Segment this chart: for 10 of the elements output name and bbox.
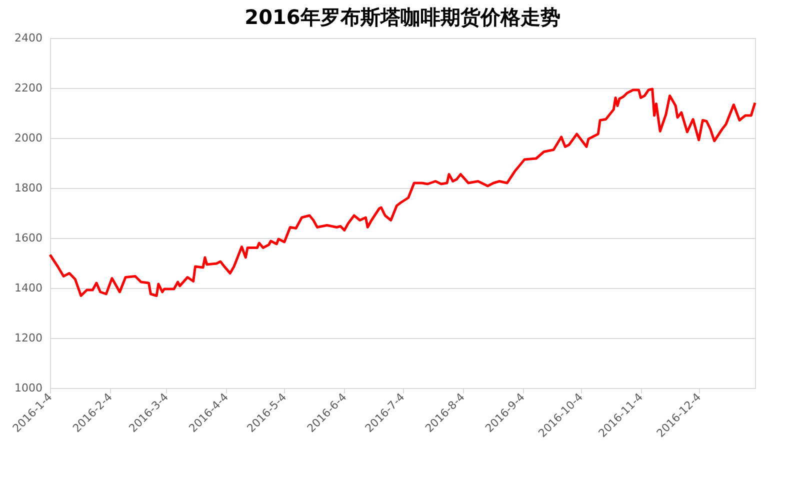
y-tick-label: 1400 (14, 282, 42, 294)
y-tick-label: 1600 (14, 232, 42, 244)
chart-title: 2016年罗布斯塔咖啡期货价格走势 (244, 5, 560, 29)
y-tick-label: 1000 (14, 382, 42, 394)
line-series (48, 88, 756, 297)
y-tick-label: 1200 (14, 332, 42, 344)
y-tick-label: 2400 (14, 32, 42, 44)
y-tick-label: 2200 (14, 82, 42, 94)
y-tick-label: 2000 (14, 132, 42, 144)
y-tick-label: 1800 (14, 182, 42, 194)
